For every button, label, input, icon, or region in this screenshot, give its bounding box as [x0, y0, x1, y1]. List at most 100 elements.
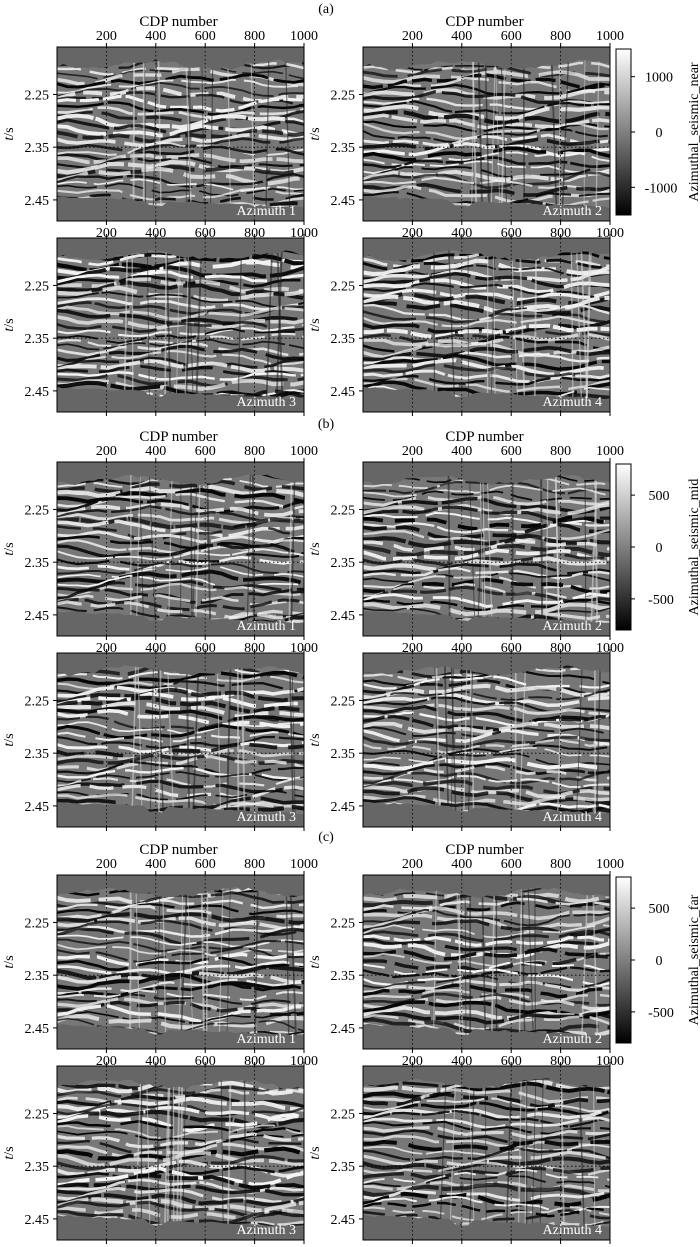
- y-tick-label: 2.25: [331, 279, 356, 294]
- section-b: (b) CDP number CDP number 200 200 400 400 600 60…: [2, 417, 700, 831]
- seismic-section: [363, 1078, 610, 1228]
- azimuth-label: Azimuth 2: [543, 619, 603, 634]
- azimuth-label: Azimuth 3: [237, 1223, 297, 1238]
- y-axis-title: t/s: [2, 1146, 17, 1159]
- x-tick-label: 400: [145, 1054, 166, 1069]
- x-tick-label: 200: [96, 444, 117, 459]
- x-tick-label: 800: [550, 29, 571, 44]
- x-tick-label: 400: [451, 444, 472, 459]
- y-axis-title-var: t: [308, 551, 323, 556]
- x-tick-label: 1000: [596, 29, 624, 44]
- x-axis-title: CDP number: [445, 14, 523, 30]
- colorbar: 1000 0 -1000 Azimuthal_seismic_near: [615, 48, 700, 216]
- y-tick-label: 2.35: [331, 332, 356, 347]
- panel-frame: [362, 46, 611, 222]
- x-tick-label: 1000: [596, 226, 624, 241]
- y-axis-title-var: t: [2, 327, 17, 332]
- x-axis-title: CDP number: [139, 429, 217, 445]
- x-tick-label: 400: [451, 857, 472, 872]
- colorbar: 500 0 -500 Azimuthal_seismic_far: [615, 876, 700, 1044]
- seismic-section: [57, 474, 304, 623]
- x-tick-label: 400: [451, 641, 472, 656]
- panel-frame: [56, 1065, 305, 1241]
- x-tick-label: 600: [501, 857, 522, 872]
- colorbar-tick-label: 500: [649, 902, 670, 917]
- y-tick-label: 2.25: [25, 503, 50, 518]
- x-tick-label: 600: [195, 1054, 216, 1069]
- y-tick-label: 2.35: [25, 141, 50, 156]
- x-axis-title: CDP number: [445, 429, 523, 445]
- x-tick-label: 400: [451, 29, 472, 44]
- colorbar-tick-label: -500: [648, 593, 674, 608]
- y-axis-title-unit: /s: [308, 955, 323, 964]
- x-tick-label: 800: [244, 29, 265, 44]
- y-tick-label: 2.45: [25, 609, 50, 624]
- seismic-section: [57, 886, 304, 1036]
- colorbar-gradient: [615, 463, 632, 631]
- x-tick-label: 1000: [290, 226, 318, 241]
- y-axis-title-var: t: [2, 551, 17, 556]
- y-tick-label: 2.25: [331, 1107, 356, 1122]
- y-axis-title-unit: /s: [2, 733, 17, 742]
- y-tick-label: 2.25: [331, 694, 356, 709]
- y-axis-title: t/s: [2, 127, 17, 140]
- x-tick-label: 200: [402, 641, 423, 656]
- panel-azimuth-3: 2.25 2.35 2.45 t/s Azimuth 3: [2, 234, 305, 416]
- x-tick-label: 800: [550, 641, 571, 656]
- x-tick-label: 600: [195, 444, 216, 459]
- x-tick-label: 200: [96, 226, 117, 241]
- x-tick-label: 1000: [290, 444, 318, 459]
- x-axis-title: CDP number: [445, 842, 523, 858]
- panel-frame: [362, 237, 611, 413]
- y-axis-title-var: t: [2, 964, 17, 969]
- x-tick-label: 1000: [290, 857, 318, 872]
- panel-azimuth-2: 200 200 400 400 600 600 800 800 1000 1000 2.25 2.35…: [308, 857, 624, 1069]
- x-tick-label: 800: [550, 444, 571, 459]
- x-tick-label: 200: [96, 1054, 117, 1069]
- x-tick-label: 600: [501, 641, 522, 656]
- y-tick-label: 2.45: [25, 1022, 50, 1037]
- x-tick-label: 400: [145, 444, 166, 459]
- panel-azimuth-2: 200 200 400 400 600 600 800 800 1000 1000 2.25 2.35…: [308, 29, 624, 241]
- y-axis-title-unit: /s: [308, 318, 323, 327]
- panel-azimuth-1: 200 200 400 400 600 600 800 800 1000 1000 2.25 2.35…: [2, 29, 318, 241]
- x-tick-label: 1000: [596, 444, 624, 459]
- y-axis-title-unit: /s: [308, 1146, 323, 1155]
- x-tick-label: 200: [96, 857, 117, 872]
- panel-frame: [56, 237, 305, 413]
- azimuth-label: Azimuth 1: [237, 204, 297, 219]
- panel-frame: [56, 874, 305, 1050]
- seismic-section: [363, 474, 610, 623]
- y-axis-title: t/s: [2, 318, 17, 331]
- y-axis-title-unit: /s: [2, 318, 17, 327]
- panel-azimuth-4: 2.25 2.35 2.45 t/s Azimuth 4: [308, 1062, 611, 1244]
- panel-frame: [362, 874, 611, 1050]
- y-tick-label: 2.35: [331, 1160, 356, 1175]
- x-axis-title: CDP number: [139, 14, 217, 30]
- x-tick-label: 200: [402, 444, 423, 459]
- y-axis-title: t/s: [2, 955, 17, 968]
- y-axis-title-var: t: [308, 1155, 323, 1160]
- panel-azimuth-2: 200 200 400 400 600 600 800 800 1000 1000 2.25 2.35…: [308, 444, 624, 656]
- x-tick-label: 200: [402, 857, 423, 872]
- x-tick-label: 200: [96, 641, 117, 656]
- x-axis-title: CDP number: [139, 842, 217, 858]
- y-axis-title: t/s: [2, 542, 17, 555]
- seismic-section: [57, 665, 304, 815]
- y-tick-label: 2.25: [25, 88, 50, 103]
- y-tick-label: 2.25: [25, 279, 50, 294]
- panel-label: (b): [318, 417, 335, 432]
- x-tick-label: 1000: [290, 641, 318, 656]
- x-tick-label: 400: [145, 29, 166, 44]
- seismic-section: [363, 665, 610, 814]
- x-tick-label: 200: [402, 226, 423, 241]
- panel-frame: [362, 461, 611, 637]
- y-tick-label: 2.45: [25, 1213, 50, 1228]
- y-tick-label: 2.25: [331, 916, 356, 931]
- x-tick-label: 1000: [290, 29, 318, 44]
- y-axis-title-unit: /s: [2, 542, 17, 551]
- y-axis-title-var: t: [308, 327, 323, 332]
- y-axis-title: t/s: [308, 542, 323, 555]
- y-axis-title-unit: /s: [2, 955, 17, 964]
- section-c: (c) CDP number CDP number 200 200 400 400 600 60…: [2, 830, 700, 1244]
